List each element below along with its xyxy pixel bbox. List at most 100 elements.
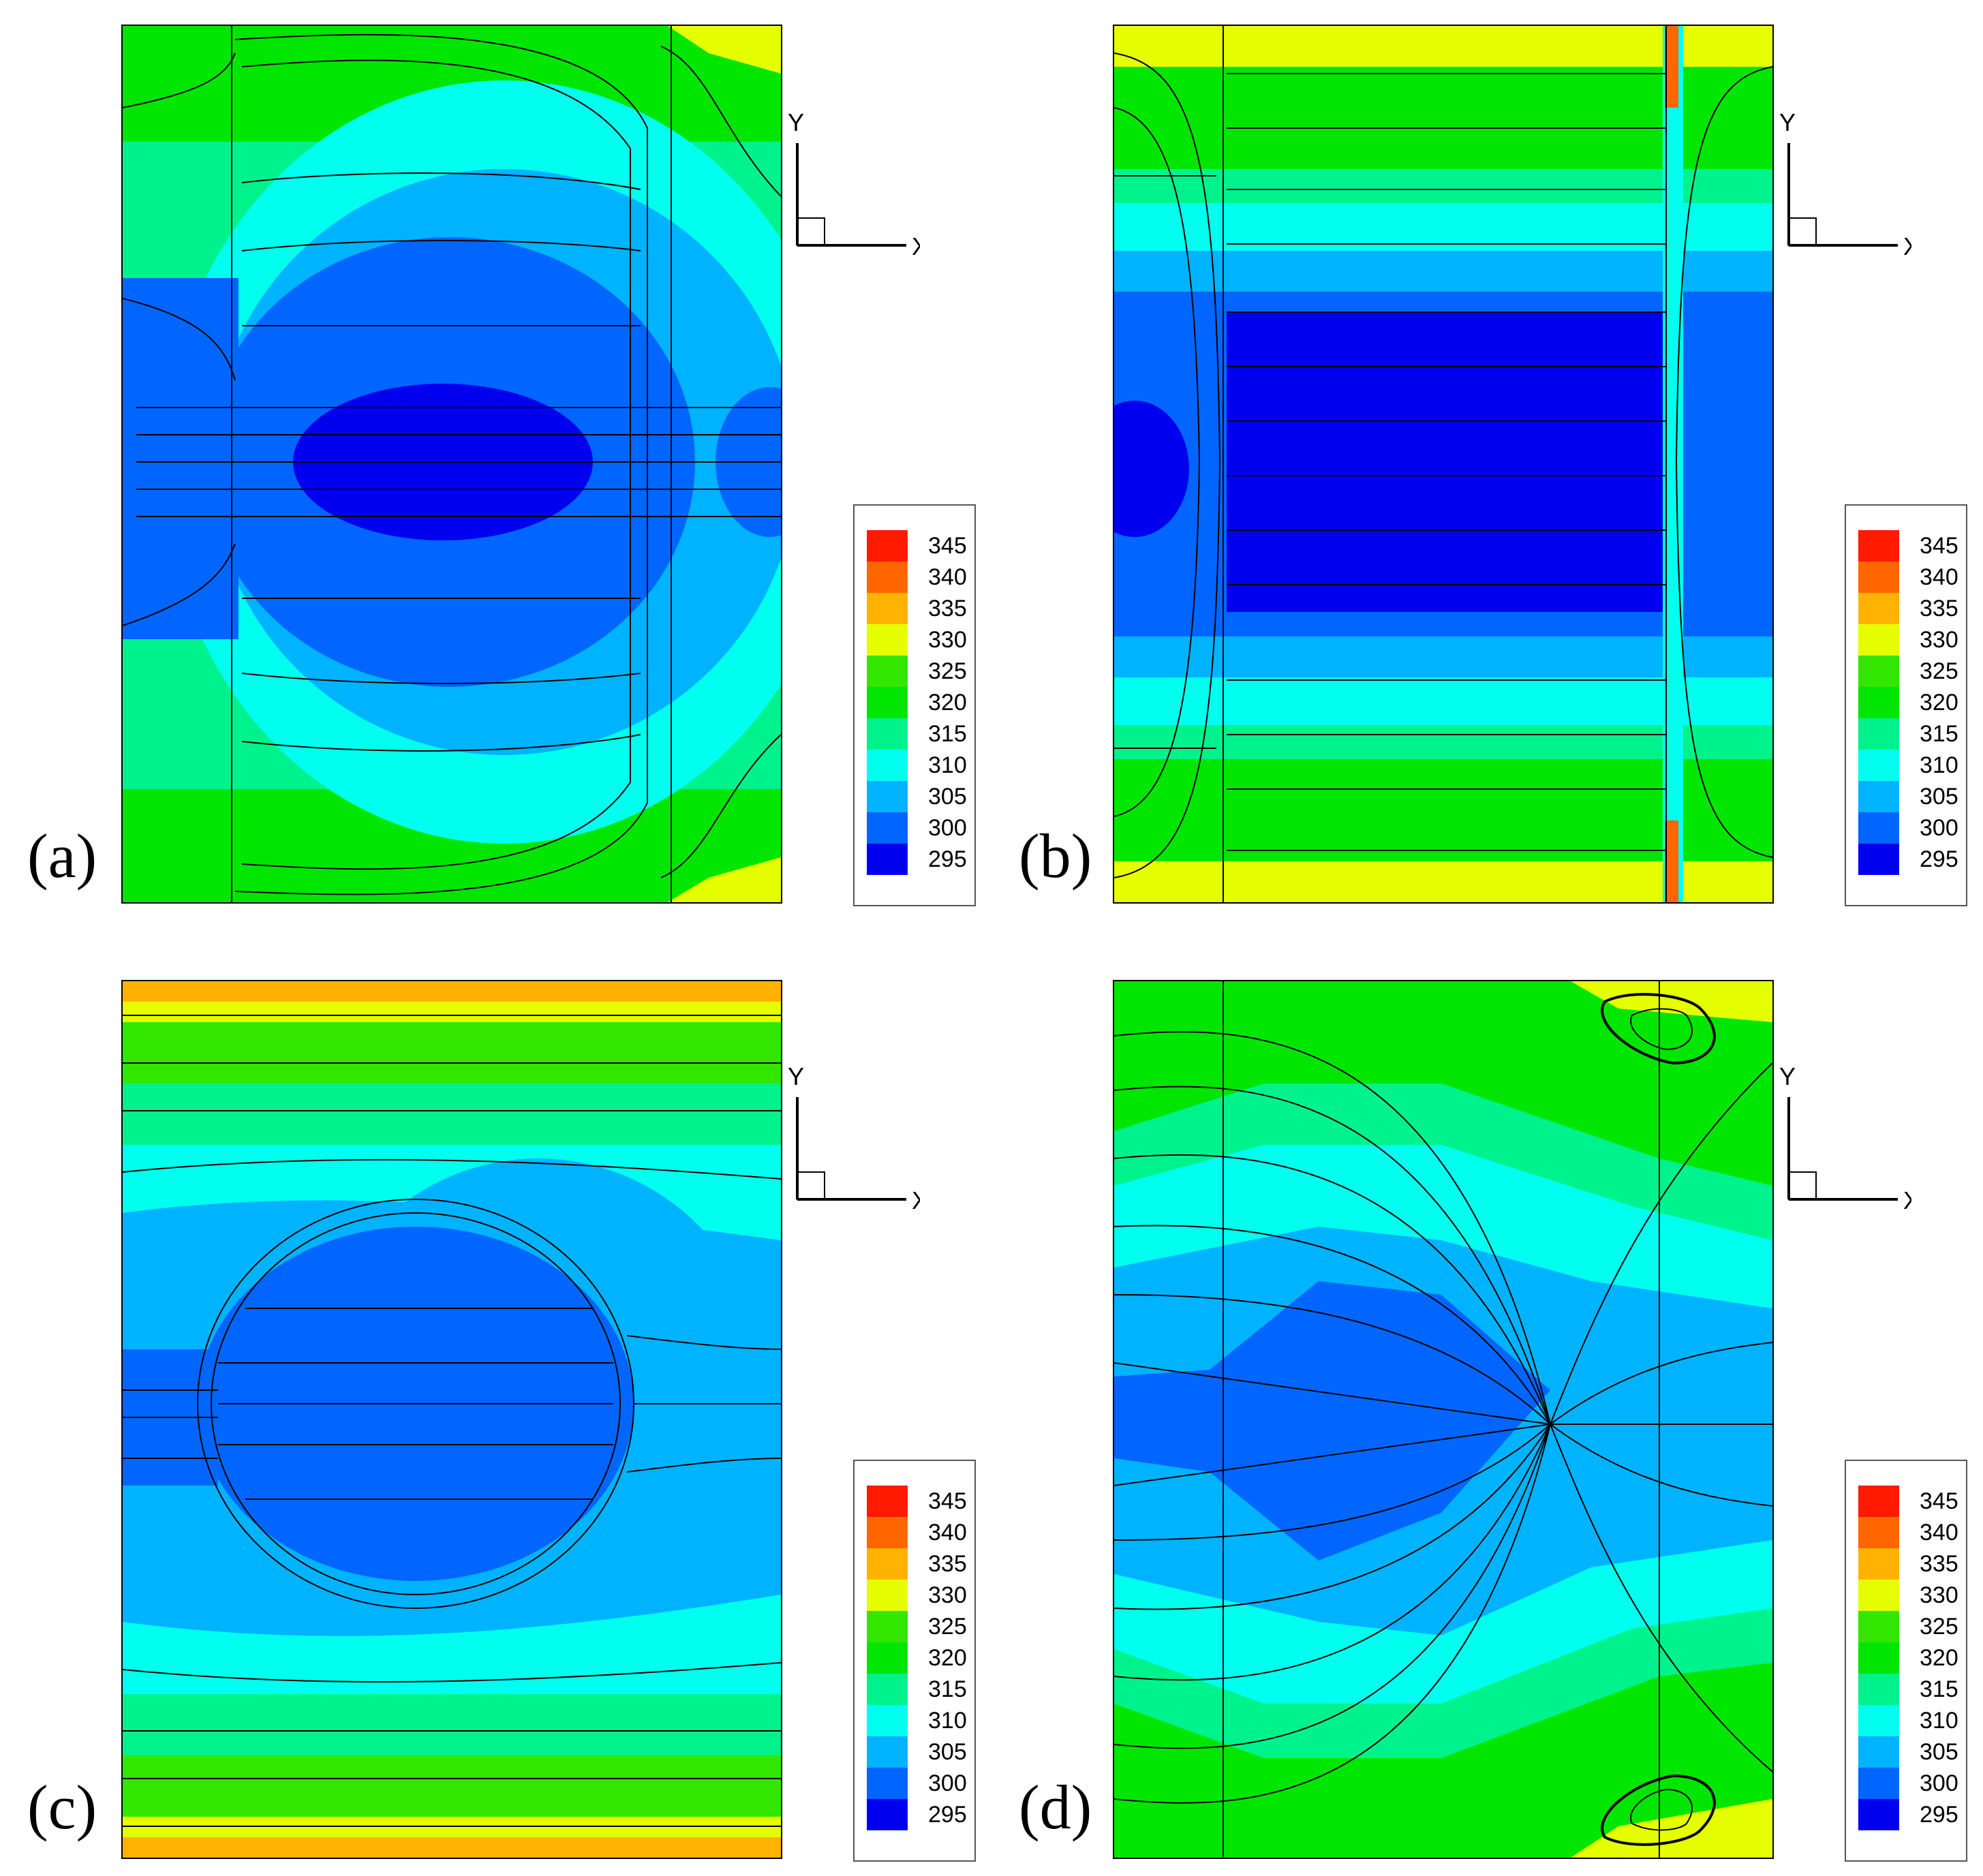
legend-value: 345 xyxy=(928,533,967,559)
legend-swatch xyxy=(1858,1705,1899,1736)
legend-entry: 340 xyxy=(1858,562,1983,593)
legend-swatch xyxy=(867,593,908,624)
legend-value: 330 xyxy=(1920,1582,1958,1608)
legend-swatch xyxy=(867,1768,908,1799)
legend-swatch xyxy=(867,1799,908,1830)
legend-swatch xyxy=(867,844,908,875)
panel-label-b: (b) xyxy=(1019,821,1092,891)
legend-swatch xyxy=(1858,812,1899,844)
legend-value: 330 xyxy=(928,627,967,653)
legend-swatch xyxy=(1858,781,1899,812)
legend-value: 295 xyxy=(1920,846,1958,872)
legend-entry: 315 xyxy=(1858,718,1983,750)
legend-entry: 310 xyxy=(1858,750,1983,781)
legend-swatch xyxy=(867,1674,908,1705)
axis-x-label-a: X xyxy=(912,232,920,260)
axis-y-label-a: Y xyxy=(788,109,804,136)
legend-swatch xyxy=(867,1611,908,1642)
legend-value: 325 xyxy=(1920,658,1958,684)
legend-entry: 340 xyxy=(867,1517,1003,1548)
legend-value: 340 xyxy=(1920,564,1958,590)
legend-swatch xyxy=(1858,1580,1899,1611)
legend-swatch xyxy=(867,656,908,687)
legend-value: 335 xyxy=(1920,596,1958,621)
contour-plot-a xyxy=(121,25,782,904)
axis-triad-icon-a: Y X xyxy=(788,109,920,260)
legend-value: 310 xyxy=(1920,1708,1958,1734)
legend-swatch xyxy=(1858,624,1899,656)
legend-swatch xyxy=(1858,1799,1899,1830)
legend-value: 295 xyxy=(928,846,967,872)
legend-value: 320 xyxy=(928,1645,967,1671)
legend-entry: 320 xyxy=(1858,687,1983,718)
legend-swatch xyxy=(867,1486,908,1517)
legend-swatch xyxy=(1858,1674,1899,1705)
legend-entry: 295 xyxy=(867,844,1003,875)
legend-value: 345 xyxy=(1920,1488,1958,1514)
legend-value: 325 xyxy=(1920,1614,1958,1640)
legend-entry: 305 xyxy=(1858,1736,1983,1768)
legend-swatch xyxy=(1858,1548,1899,1580)
legend-swatch xyxy=(867,1517,908,1548)
legend-swatch xyxy=(867,1580,908,1611)
panel-d: (d) Y X 345 340 335 330 325 320 315 310 305 300 29… xyxy=(992,938,1983,1876)
legend-swatch xyxy=(867,750,908,781)
legend-swatch xyxy=(1858,1486,1899,1517)
legend-swatch xyxy=(867,624,908,656)
legend-value: 325 xyxy=(928,1614,967,1640)
legend-value: 340 xyxy=(1920,1520,1958,1546)
legend-value: 320 xyxy=(928,690,967,716)
legend-entry: 340 xyxy=(867,562,1003,593)
legend-value: 340 xyxy=(928,1520,967,1546)
legend-swatch xyxy=(1858,750,1899,781)
legend-entry: 325 xyxy=(867,1611,1003,1642)
legend-value: 300 xyxy=(1920,1770,1958,1796)
legend-entry: 305 xyxy=(867,781,1003,812)
legend-value: 335 xyxy=(1920,1551,1958,1577)
contour-plot-b xyxy=(1113,25,1774,904)
legend-entry: 335 xyxy=(867,1548,1003,1580)
legend-swatch xyxy=(1858,530,1899,562)
legend-entry: 325 xyxy=(867,656,1003,687)
axis-triad-icon-d: Y X xyxy=(1779,1063,1911,1214)
legend-value: 305 xyxy=(1920,784,1958,810)
legend-entry: 295 xyxy=(1858,844,1983,875)
legend-swatch xyxy=(1858,1768,1899,1799)
axis-y-label-c: Y xyxy=(788,1063,804,1090)
legend-entry: 325 xyxy=(1858,656,1983,687)
legend-entry: 310 xyxy=(1858,1705,1983,1736)
legend-entry: 345 xyxy=(867,530,1003,562)
legend-value: 330 xyxy=(928,1582,967,1608)
legend-value: 310 xyxy=(928,1708,967,1734)
legend-entry: 310 xyxy=(867,1705,1003,1736)
legend-entry: 295 xyxy=(867,1799,1003,1830)
legend-swatch xyxy=(1858,593,1899,624)
legend-entry: 330 xyxy=(1858,624,1983,656)
legend-entry: 315 xyxy=(867,1674,1003,1705)
legend-swatch xyxy=(1858,562,1899,593)
legend-entry: 300 xyxy=(867,812,1003,844)
color-legend-b: 345 340 335 330 325 320 315 310 305 300 295 xyxy=(1845,504,1967,906)
panel-c: (c) Y X 345 340 335 330 325 320 315 310 305 300 29… xyxy=(0,938,992,1876)
legend-value: 300 xyxy=(928,1770,967,1796)
legend-swatch xyxy=(1858,656,1899,687)
legend-entry: 300 xyxy=(1858,1768,1983,1799)
legend-entry: 315 xyxy=(867,718,1003,750)
panel-a: (a) Y X 345 340 335 330 325 320 315 310 305 300 29… xyxy=(0,0,992,938)
legend-value: 340 xyxy=(928,564,967,590)
legend-value: 315 xyxy=(1920,721,1958,747)
legend-entry: 330 xyxy=(1858,1580,1983,1611)
legend-entry: 330 xyxy=(867,624,1003,656)
color-legend-c: 345 340 335 330 325 320 315 310 305 300 295 xyxy=(853,1460,976,1862)
legend-entry: 305 xyxy=(867,1736,1003,1768)
legend-entry: 330 xyxy=(867,1580,1003,1611)
legend-value: 345 xyxy=(1920,533,1958,559)
axis-triad-icon-b: Y X xyxy=(1779,109,1911,260)
legend-swatch xyxy=(867,1705,908,1736)
axis-y-label-b: Y xyxy=(1779,109,1796,136)
legend-swatch xyxy=(867,781,908,812)
legend-value: 315 xyxy=(928,1676,967,1702)
color-legend-d: 345 340 335 330 325 320 315 310 305 300 295 xyxy=(1845,1460,1967,1862)
legend-value: 345 xyxy=(928,1488,967,1514)
legend-value: 300 xyxy=(1920,815,1958,841)
